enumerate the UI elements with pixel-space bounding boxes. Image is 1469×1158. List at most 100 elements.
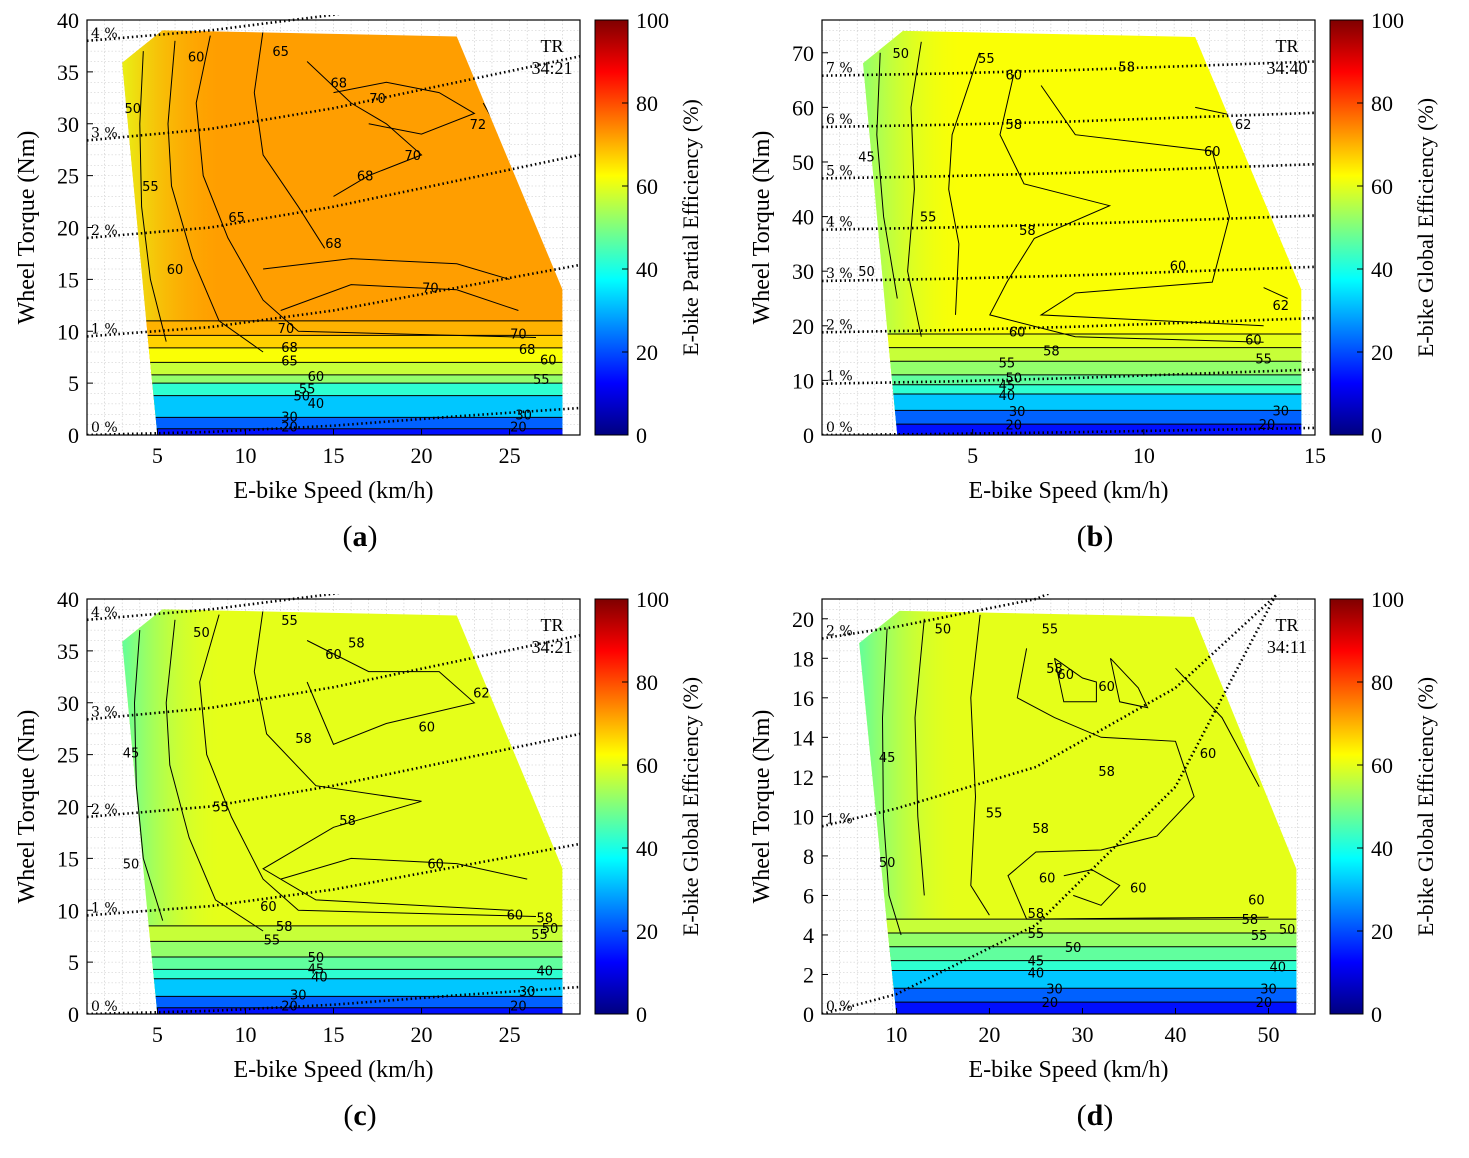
slope-label: 0 % [91,420,118,436]
x-axis-label: E-bike Speed (km/h) [969,1057,1169,1083]
y-axis-label: Wheel Torque (Nm) [749,131,775,325]
contour-label: 68 [357,170,374,185]
surface-left-fringe [863,20,1301,334]
colorbar-tick-label: 100 [1371,587,1404,612]
y-tick-label: 60 [792,95,814,120]
y-tick-label: 10 [792,368,814,393]
contour-label: 55 [1255,353,1272,368]
colorbar-tick-label: 80 [636,91,658,116]
contour-label: 60 [507,908,524,923]
x-tick-label: 10 [234,443,256,468]
y-axis: 0 5 10 15 20 25 30 35 40 Wheel Torque (Nm) [14,587,93,1027]
x-tick-label: 10 [1133,443,1155,468]
contour-label: 20 [1256,996,1273,1011]
contour-label: 58 [1043,344,1060,359]
y-tick-label: 12 [792,765,814,790]
panel-label-c: (c) [300,1099,420,1133]
slope-label: 2 % [91,223,118,239]
slope-label: 1 % [826,811,853,827]
contour-label: 55 [281,614,298,629]
y-tick-label: 30 [57,691,79,716]
x-tick-label: 20 [978,1022,1000,1047]
colorbar-tick-label: 80 [1371,91,1393,116]
slope-label: 1 % [91,900,118,916]
y-axis-label: Wheel Torque (Nm) [749,710,775,904]
colorbar-tick-label: 0 [1371,1002,1382,1027]
contour-label: 60 [540,353,557,368]
colorbar-tick-label: 80 [1371,670,1393,695]
colorbar: 0 20 40 60 80 100 E-bike Global Efficiency (%) [595,587,703,1027]
x-tick-label: 30 [1071,1022,1093,1047]
colorbar-tick-label: 60 [1371,174,1393,199]
y-axis-label: Wheel Torque (Nm) [14,131,40,325]
chart-panel-a: 50556060 65687072706865687070686570686055… [0,0,734,579]
slope-label: 0 % [826,999,853,1015]
panel-a: 50 55 60 60 65 68 70 72 70 68 65 68 70 70 68 65 70 68 60 55… [0,0,734,579]
y-tick-label: 5 [68,950,79,975]
contour-label: 55 [1042,623,1059,638]
panel-c: 45 50 50 55 58 60 62 60 58 55 58 60 60 58 55 50 45 40 30 20… [0,579,734,1158]
contour-label: 20 [1259,418,1276,433]
x-tick-label: 5 [967,443,978,468]
contour-label: 55 [1251,929,1268,944]
colorbar-gradient [1330,20,1363,435]
contour-label: 60 [419,721,436,736]
tr-value: 34:21 [531,637,572,657]
slope-label: 3 % [826,266,853,282]
surface-left-fringe [859,599,1296,919]
colorbar-tick-label: 0 [636,1002,647,1027]
colorbar-tick-label: 60 [1371,753,1393,778]
contour-label: 50 [125,102,142,117]
slope-label: 2 % [826,624,853,640]
slope-label: 5 % [826,163,853,179]
colorbar-tick-label: 0 [1371,423,1382,448]
y-tick-label: 10 [57,319,79,344]
contour-label: 70 [404,149,421,164]
colorbar-tick-label: 40 [1371,257,1393,282]
y-tick-label: 10 [792,804,814,829]
contour-label: 58 [295,732,312,747]
slope-label: 2 % [91,802,118,818]
x-tick-label: 15 [1304,443,1326,468]
colorbar-tick-label: 100 [636,8,669,33]
contour-label: 45 [858,151,875,166]
y-tick-label: 50 [792,150,814,175]
tr-value: 34:11 [1267,637,1307,657]
contour-label: 60 [1248,893,1265,908]
slope-label: 1 % [91,321,118,337]
y-tick-label: 70 [792,41,814,66]
colorbar-tick-label: 20 [1371,340,1393,365]
contour-label: 68 [331,76,348,91]
slope-label: 1 % [826,369,853,385]
contour-label: 50 [858,265,875,280]
contour-label: 58 [339,814,356,829]
colorbar-gradient [595,599,628,1014]
contour-label: 50 [892,47,909,62]
y-tick-label: 35 [57,639,79,664]
contour-label: 72 [470,118,487,133]
contour-label: 50 [879,856,896,871]
contour-label: 58 [1098,765,1115,780]
slope-label: 6 % [826,112,853,128]
contour-label: 30 [1260,982,1277,997]
y-tick-label: 25 [57,743,79,768]
contour-label: 40 [308,397,325,412]
colorbar-tick-label: 40 [636,836,658,861]
panel-b: 45 50 50 55 55 60 58 58 58 62 60 60 60 62 58 55 50 45 40 30… [735,0,1469,579]
x-tick-label: 25 [499,443,521,468]
x-tick-label: 10 [234,1022,256,1047]
y-tick-label: 14 [792,725,814,750]
x-tick-label: 10 [885,1022,907,1047]
x-tick-label: 15 [323,1022,345,1047]
contour-label: 45 [123,747,140,762]
y-tick-label: 4 [803,923,814,948]
x-axis: 5 10 15 20 25 E-bike Speed (km/h) [152,1008,521,1083]
colorbar-tick-label: 40 [636,257,658,282]
contour-label: 30 [519,985,536,1000]
tr-label: TR [540,36,563,56]
y-tick-label: 40 [57,8,79,33]
colorbar-label: E-bike Global Efficiency (%) [678,677,703,936]
y-tick-label: 16 [792,686,814,711]
tr-value: 34:21 [531,58,572,78]
y-axis-label: Wheel Torque (Nm) [14,710,40,904]
